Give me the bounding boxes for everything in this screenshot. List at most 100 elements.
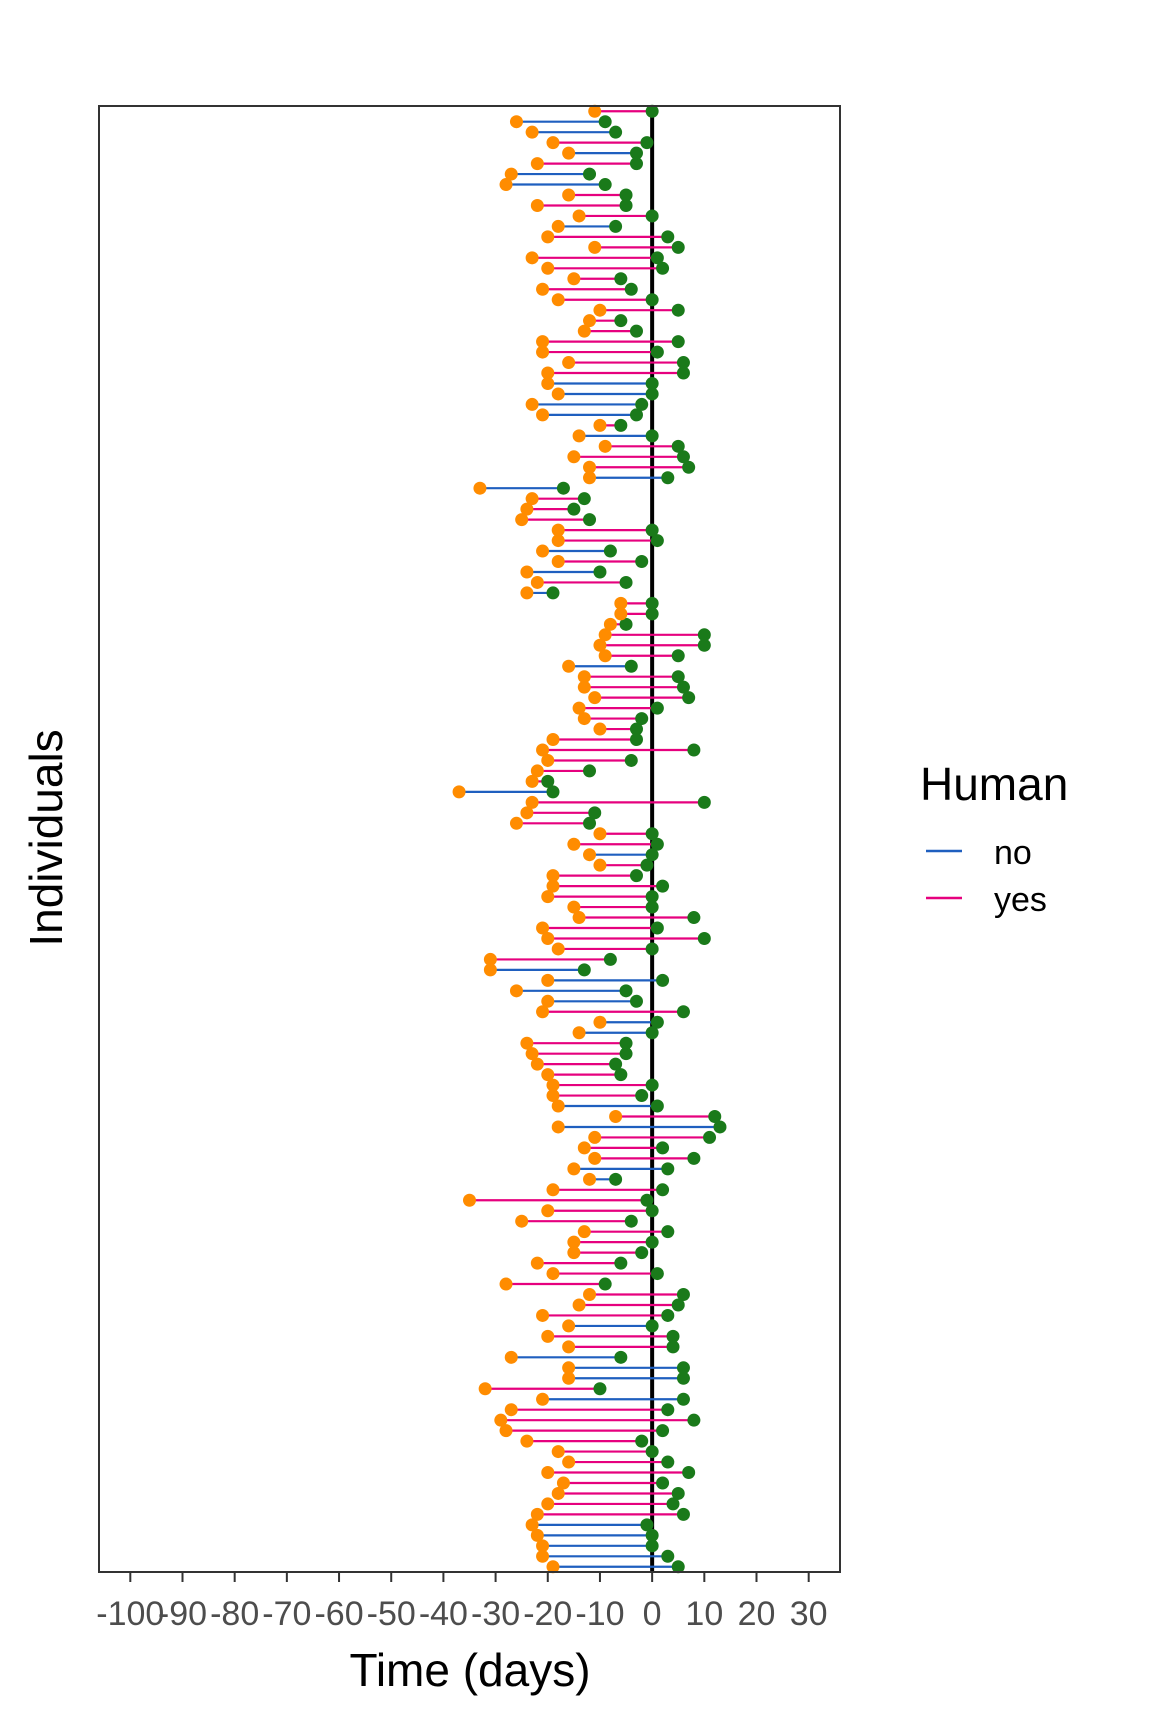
start-point — [546, 1078, 560, 1092]
start-point — [556, 1476, 570, 1490]
individual-137 — [546, 136, 654, 150]
individual-26 — [572, 1298, 685, 1312]
individual-110 — [593, 418, 628, 432]
start-point — [473, 481, 487, 495]
individual-100 — [551, 523, 659, 537]
end-point — [598, 178, 612, 192]
individual-135 — [530, 157, 643, 171]
individual-105 — [583, 471, 675, 485]
end-point — [656, 1424, 670, 1438]
end-point — [645, 1319, 659, 1333]
end-point — [629, 994, 643, 1008]
end-point — [598, 115, 612, 129]
start-point — [546, 1089, 560, 1103]
end-point — [624, 753, 638, 767]
start-point — [583, 460, 597, 474]
end-point — [619, 984, 633, 998]
end-point — [650, 1267, 664, 1281]
start-point — [525, 492, 539, 506]
start-point — [593, 418, 607, 432]
end-point — [682, 691, 696, 705]
individual-15 — [494, 1413, 701, 1427]
end-point — [645, 827, 659, 841]
end-point — [697, 638, 711, 652]
start-point — [583, 848, 597, 862]
start-point — [546, 733, 560, 747]
end-point — [645, 1026, 659, 1040]
start-point — [567, 272, 581, 286]
start-point — [494, 1413, 508, 1427]
individual-113 — [551, 387, 659, 401]
end-point — [687, 1413, 701, 1427]
start-point — [593, 827, 607, 841]
end-point — [614, 272, 628, 286]
start-point — [530, 1057, 544, 1071]
x-tick-label: -90 — [158, 1595, 207, 1633]
end-point — [645, 429, 659, 443]
start-point — [562, 1319, 576, 1333]
x-tick-label: -50 — [367, 1595, 416, 1633]
individual-88 — [598, 649, 685, 663]
end-point — [666, 1497, 680, 1511]
x-tick-label: 20 — [738, 1595, 776, 1633]
end-point — [645, 1204, 659, 1218]
end-point — [645, 596, 659, 610]
individual-99 — [551, 534, 664, 548]
end-point — [666, 1329, 680, 1343]
end-point — [619, 575, 633, 589]
start-point — [509, 115, 523, 129]
end-point — [676, 1507, 690, 1521]
start-point — [551, 555, 565, 569]
start-point — [483, 952, 497, 966]
individual-104 — [473, 481, 570, 495]
individual-72 — [509, 816, 597, 830]
end-point — [645, 1078, 659, 1092]
x-tick-label: -10 — [575, 1595, 624, 1633]
start-point — [536, 921, 550, 935]
individual-79 — [536, 743, 701, 757]
end-point — [614, 1068, 628, 1082]
individual-54 — [536, 1005, 690, 1019]
end-point — [556, 481, 570, 495]
start-point — [536, 1392, 550, 1406]
start-point — [530, 157, 544, 171]
individual-28 — [499, 1277, 612, 1291]
start-point — [551, 387, 565, 401]
end-point — [598, 1277, 612, 1291]
end-point — [676, 1005, 690, 1019]
end-point — [671, 670, 685, 684]
end-point — [635, 1434, 649, 1448]
individual-37 — [546, 1183, 670, 1197]
start-point — [541, 973, 555, 987]
individual-65 — [541, 890, 659, 904]
individual-90 — [598, 628, 711, 642]
individual-43 — [551, 1120, 727, 1134]
start-point — [541, 376, 555, 390]
individual-82 — [577, 712, 649, 726]
start-point — [577, 1141, 591, 1155]
start-point — [567, 1235, 581, 1249]
individual-24 — [562, 1319, 659, 1333]
individual-67 — [546, 869, 643, 883]
start-point — [572, 429, 586, 443]
end-point — [629, 869, 643, 883]
individual-136 — [562, 146, 643, 160]
individual-18 — [478, 1382, 607, 1396]
end-point — [645, 1235, 659, 1249]
individual-38 — [583, 1172, 623, 1186]
end-point — [671, 439, 685, 453]
individual-63 — [572, 911, 701, 925]
individual-107 — [567, 450, 690, 464]
end-point — [697, 628, 711, 642]
individual-3 — [536, 1539, 659, 1553]
start-point — [536, 335, 550, 349]
individual-56 — [509, 984, 633, 998]
individual-51 — [520, 1036, 633, 1050]
individual-68 — [593, 858, 654, 872]
end-point — [656, 1141, 670, 1155]
end-point — [650, 534, 664, 548]
start-point — [588, 691, 602, 705]
end-point — [645, 104, 659, 118]
